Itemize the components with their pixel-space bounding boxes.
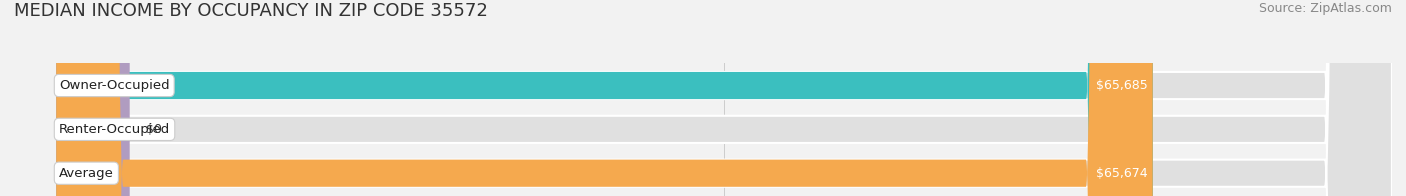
FancyBboxPatch shape	[56, 0, 1153, 196]
Text: Source: ZipAtlas.com: Source: ZipAtlas.com	[1258, 2, 1392, 15]
Text: $65,674: $65,674	[1095, 167, 1147, 180]
FancyBboxPatch shape	[56, 0, 1392, 196]
Text: MEDIAN INCOME BY OCCUPANCY IN ZIP CODE 35572: MEDIAN INCOME BY OCCUPANCY IN ZIP CODE 3…	[14, 2, 488, 20]
Text: $0: $0	[146, 123, 162, 136]
Text: Owner-Occupied: Owner-Occupied	[59, 79, 170, 92]
FancyBboxPatch shape	[56, 0, 129, 196]
Text: Renter-Occupied: Renter-Occupied	[59, 123, 170, 136]
Text: Average: Average	[59, 167, 114, 180]
Text: $65,685: $65,685	[1095, 79, 1147, 92]
FancyBboxPatch shape	[56, 0, 1392, 196]
FancyBboxPatch shape	[56, 0, 1392, 196]
FancyBboxPatch shape	[56, 0, 1153, 196]
